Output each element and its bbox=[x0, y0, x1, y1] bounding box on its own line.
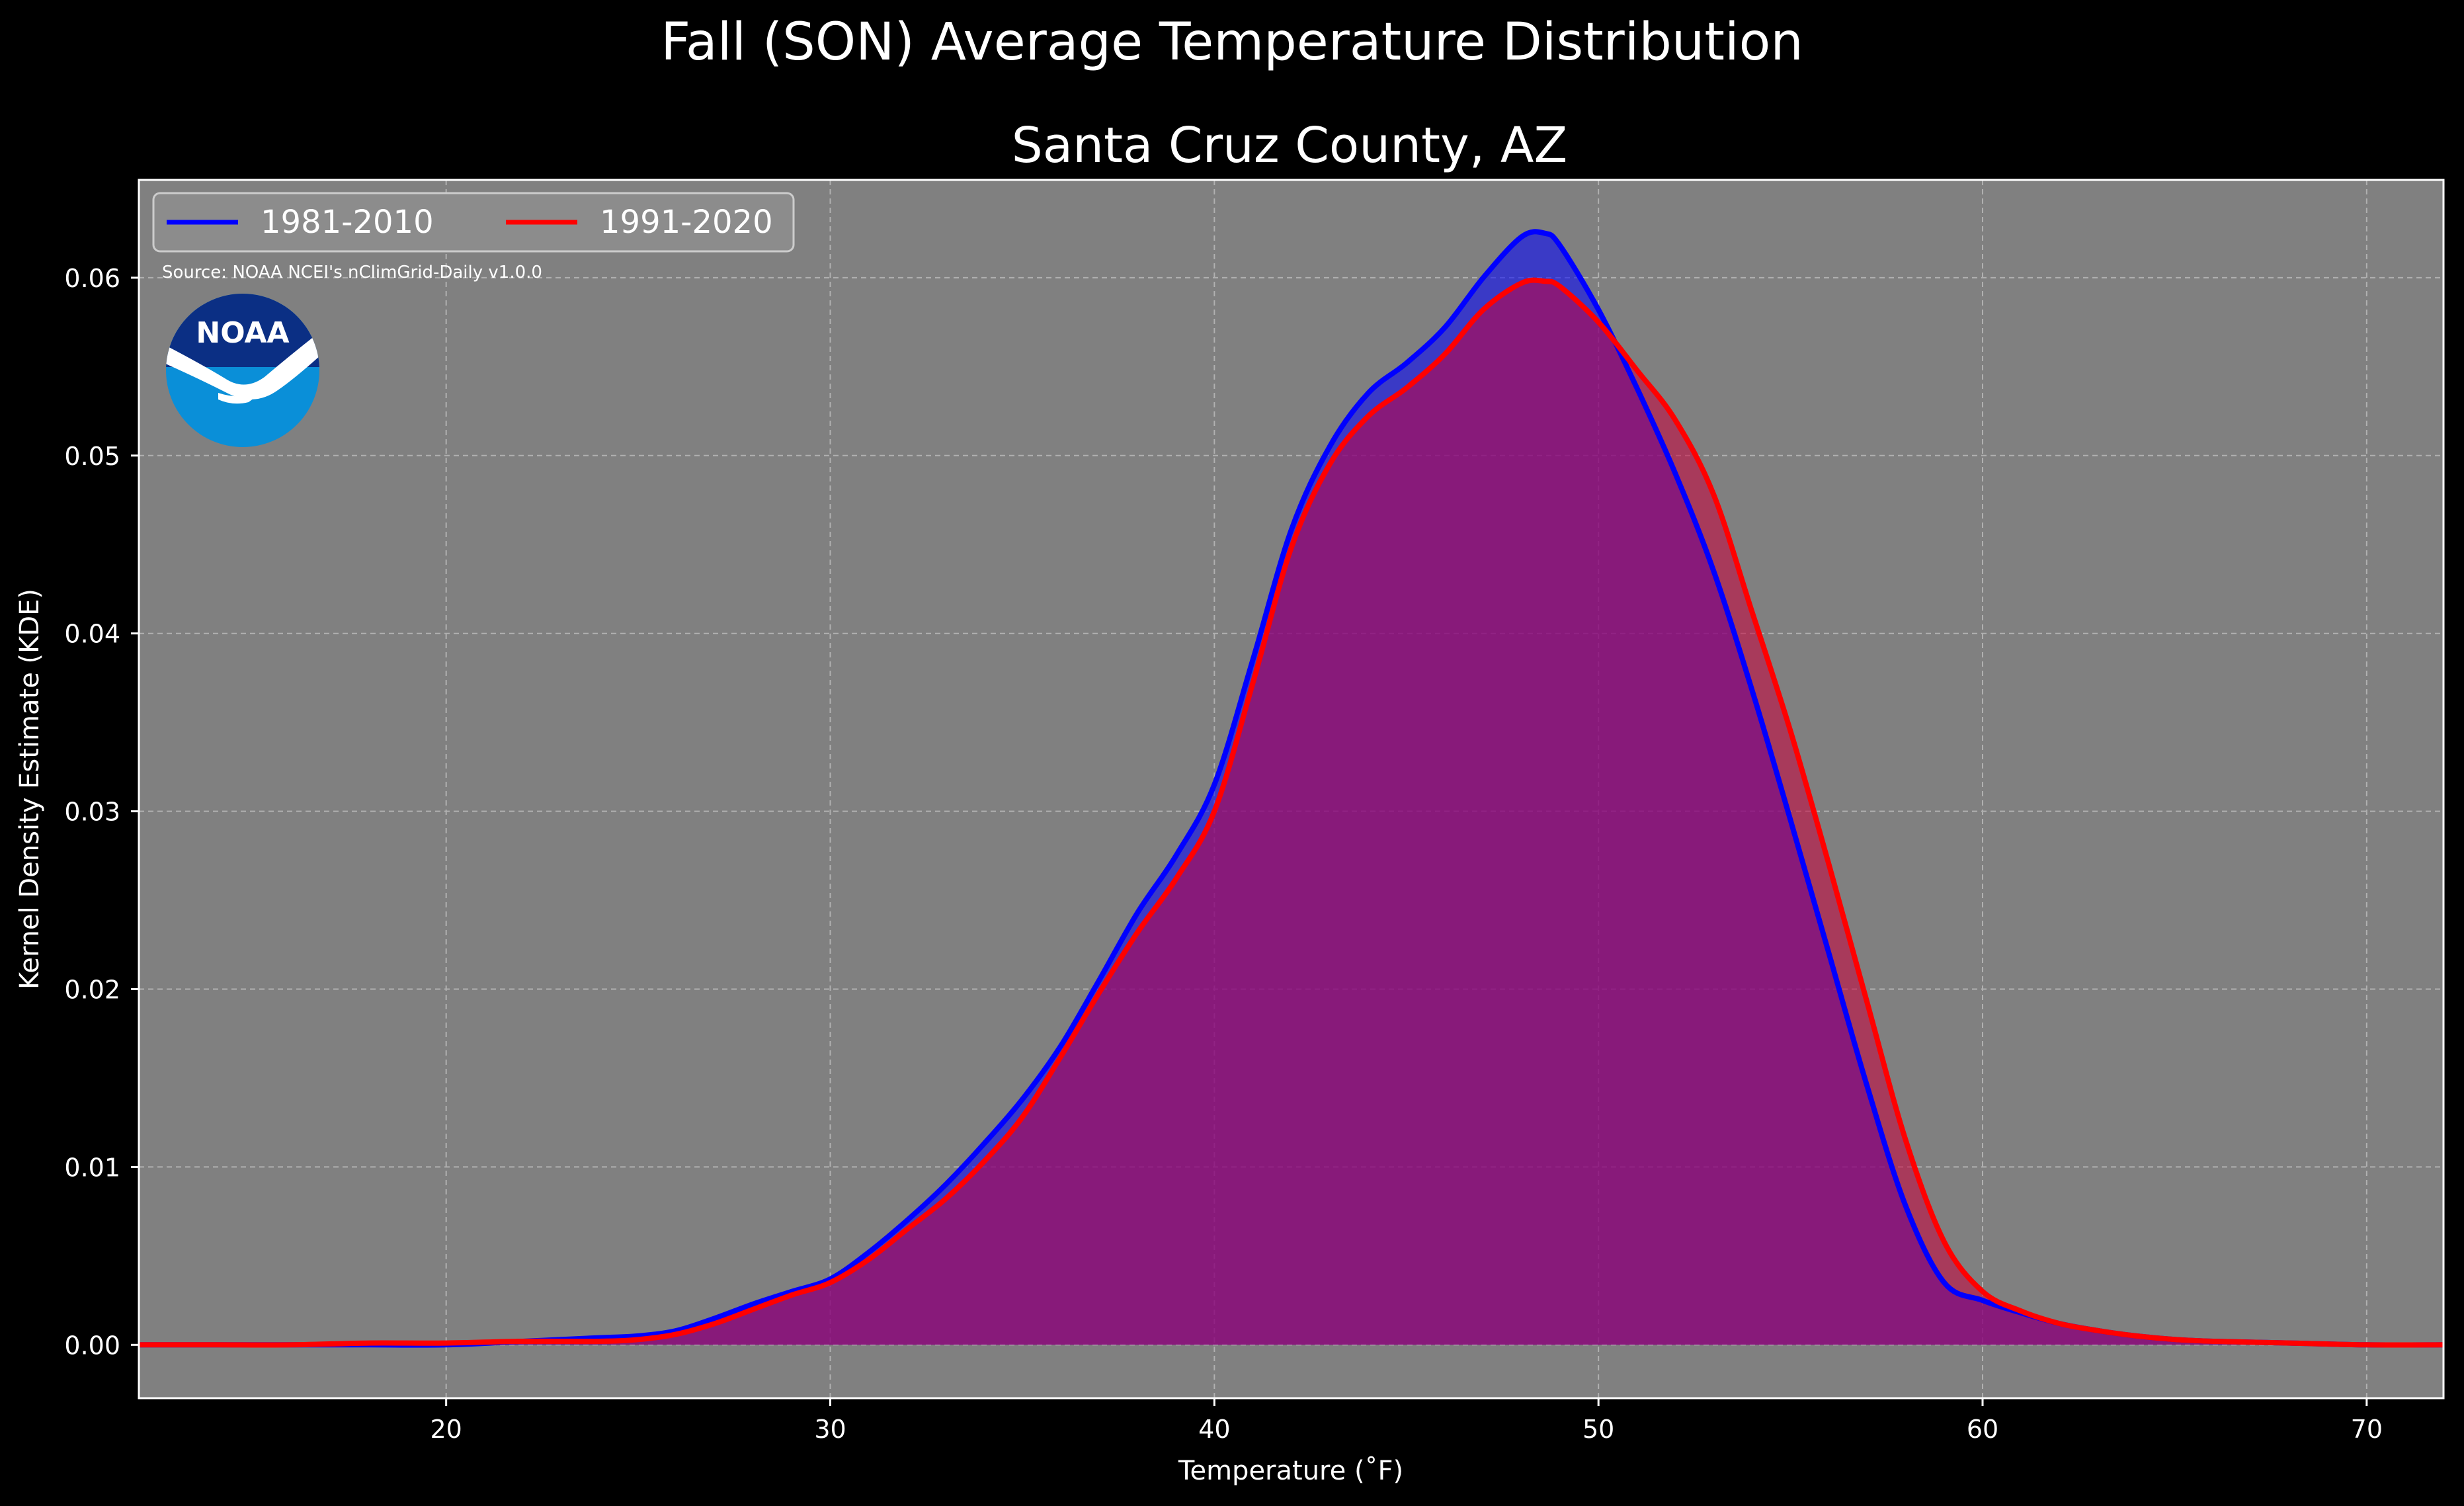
y-axis-ticks: 0.00 0.01 0.02 0.03 0.04 0.05 0.06 bbox=[64, 264, 139, 1360]
y-tick-label: 0.06 bbox=[64, 264, 120, 293]
legend-label-1981-2010: 1981-2010 bbox=[261, 204, 434, 241]
legend-label-1991-2020: 1991-2020 bbox=[600, 204, 773, 241]
x-axis-label: Temperature (˚F) bbox=[1178, 1456, 1403, 1486]
x-axis-ticks: 20 30 40 50 60 70 bbox=[430, 1398, 2383, 1444]
plot-frame bbox=[138, 179, 2445, 1400]
noaa-logo-text: NOAA bbox=[196, 316, 289, 350]
noaa-logo: NOAA bbox=[166, 294, 319, 447]
legend-box bbox=[152, 192, 795, 253]
y-tick-label: 0.05 bbox=[64, 442, 120, 471]
y-tick-label: 0.04 bbox=[64, 620, 120, 649]
x-tick-label: 50 bbox=[1582, 1415, 1614, 1444]
figure-suptitle: Fall (SON) Average Temperature Distribut… bbox=[661, 13, 1803, 72]
legend: 1981-2010 1991-2020 bbox=[152, 192, 795, 253]
x-tick-label: 60 bbox=[1967, 1415, 1998, 1444]
x-tick-label: 20 bbox=[430, 1415, 462, 1444]
y-tick-label: 0.02 bbox=[64, 976, 120, 1005]
y-axis-label: Kernel Density Estimate (KDE) bbox=[15, 589, 45, 989]
source-annotation: Source: NOAA NCEI's nClimGrid-Daily v1.0… bbox=[162, 263, 542, 282]
y-tick-label: 0.00 bbox=[64, 1331, 120, 1360]
x-tick-label: 40 bbox=[1198, 1415, 1230, 1444]
density-lines bbox=[139, 229, 2444, 1348]
series-line-1991-2020 bbox=[139, 277, 2444, 1348]
x-tick-label: 70 bbox=[2351, 1415, 2383, 1444]
x-tick-label: 30 bbox=[814, 1415, 846, 1444]
series-line-1981-2010 bbox=[139, 229, 2444, 1348]
y-tick-label: 0.01 bbox=[64, 1153, 120, 1182]
chart-title: Santa Cruz County, AZ bbox=[1012, 117, 1567, 174]
y-tick-label: 0.03 bbox=[64, 798, 120, 827]
